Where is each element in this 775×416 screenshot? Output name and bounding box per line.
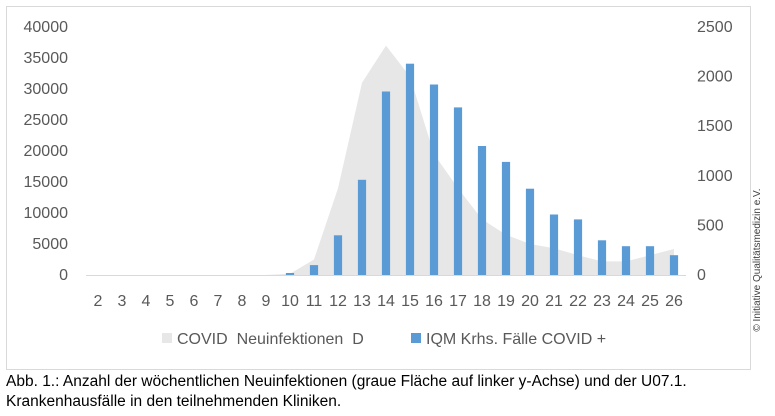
x-tick-label: 16 bbox=[425, 293, 443, 310]
bar-hospital-cases bbox=[549, 214, 559, 275]
x-tick-label: 2 bbox=[94, 293, 103, 310]
x-tick-label: 15 bbox=[401, 293, 419, 310]
caption-line-1: Abb. 1.: Anzahl der wöchentlichen Neuinf… bbox=[6, 373, 687, 390]
y-right-tick-label: 0 bbox=[697, 267, 706, 284]
x-tick-label: 19 bbox=[497, 293, 515, 310]
bar-hospital-cases bbox=[381, 91, 391, 275]
x-tick-label: 3 bbox=[118, 293, 127, 310]
y-right-tick-label: 2000 bbox=[697, 69, 733, 86]
x-tick-label: 9 bbox=[262, 293, 271, 310]
legend-swatch-infections bbox=[162, 333, 172, 343]
bar-hospital-cases bbox=[501, 161, 511, 275]
y-right-tick-label: 1000 bbox=[697, 168, 733, 185]
x-tick-label: 17 bbox=[449, 293, 467, 310]
x-tick-label: 7 bbox=[214, 293, 223, 310]
legend-label-hospital-cases: IQM Krhs. Fälle COVID + bbox=[426, 331, 606, 348]
bar-hospital-cases bbox=[669, 255, 679, 275]
y-left-tick-label: 30000 bbox=[24, 81, 69, 98]
credit-text: © Initiative Qualitätsmedizin e.V. bbox=[752, 188, 763, 332]
legend-label-infections: COVID Neuinfektionen D bbox=[177, 331, 364, 348]
y-right-tick-label: 500 bbox=[697, 217, 724, 234]
x-tick-label: 22 bbox=[569, 293, 587, 310]
x-tick-label: 14 bbox=[377, 293, 395, 310]
y-left-tick-label: 10000 bbox=[24, 205, 69, 222]
x-tick-label: 21 bbox=[545, 293, 563, 310]
y-left-tick-label: 15000 bbox=[24, 174, 69, 191]
x-tick-label: 10 bbox=[281, 293, 299, 310]
bar-hospital-cases bbox=[597, 240, 607, 275]
bar-hospital-cases bbox=[405, 63, 415, 276]
x-tick-label: 20 bbox=[521, 293, 539, 310]
chart: 0500010000150002000025000300003500040000… bbox=[24, 19, 733, 348]
bar-hospital-cases bbox=[357, 179, 367, 275]
x-tick-label: 13 bbox=[353, 293, 371, 310]
y-left-tick-label: 0 bbox=[59, 267, 68, 284]
caption-line-2: Krankenhausfälle in den teilnehmenden Kl… bbox=[6, 393, 342, 410]
y-left-tick-label: 20000 bbox=[24, 143, 69, 160]
bar-hospital-cases bbox=[453, 107, 463, 276]
y-left-tick-label: 5000 bbox=[32, 236, 68, 253]
x-tick-label: 26 bbox=[665, 293, 683, 310]
chart-frame: 0 5000 10000 15000 20000 25000 30000 35000 40000… bbox=[6, 6, 751, 370]
x-tick-label: 12 bbox=[329, 293, 347, 310]
x-tick-label: 8 bbox=[238, 293, 247, 310]
y-right-tick-label: 1500 bbox=[697, 118, 733, 135]
legend-swatch-hospital-cases bbox=[411, 333, 421, 343]
bar-hospital-cases bbox=[333, 235, 343, 275]
bar-hospital-cases bbox=[525, 188, 535, 275]
y-right-tick-label: 2500 bbox=[697, 19, 733, 36]
x-tick-label: 23 bbox=[593, 293, 611, 310]
x-tick-label: 25 bbox=[641, 293, 659, 310]
x-tick-label: 18 bbox=[473, 293, 491, 310]
y-left-tick-label: 35000 bbox=[24, 50, 69, 67]
bar-hospital-cases bbox=[309, 265, 319, 275]
bar-hospital-cases bbox=[573, 219, 583, 275]
bar-hospital-cases bbox=[645, 246, 655, 275]
x-tick-label: 4 bbox=[142, 293, 151, 310]
figure-caption: Abb. 1.: Anzahl der wöchentlichen Neuinf… bbox=[6, 372, 771, 412]
x-tick-label: 5 bbox=[166, 293, 175, 310]
y-left-tick-label: 25000 bbox=[24, 112, 69, 129]
bar-hospital-cases bbox=[429, 84, 439, 275]
x-tick-label: 24 bbox=[617, 293, 635, 310]
bar-hospital-cases bbox=[285, 273, 295, 275]
bar-hospital-cases bbox=[477, 146, 487, 275]
y-left-tick-label: 40000 bbox=[24, 19, 69, 36]
x-tick-label: 6 bbox=[190, 293, 199, 310]
x-tick-label: 11 bbox=[306, 293, 323, 310]
bar-hospital-cases bbox=[621, 246, 631, 275]
